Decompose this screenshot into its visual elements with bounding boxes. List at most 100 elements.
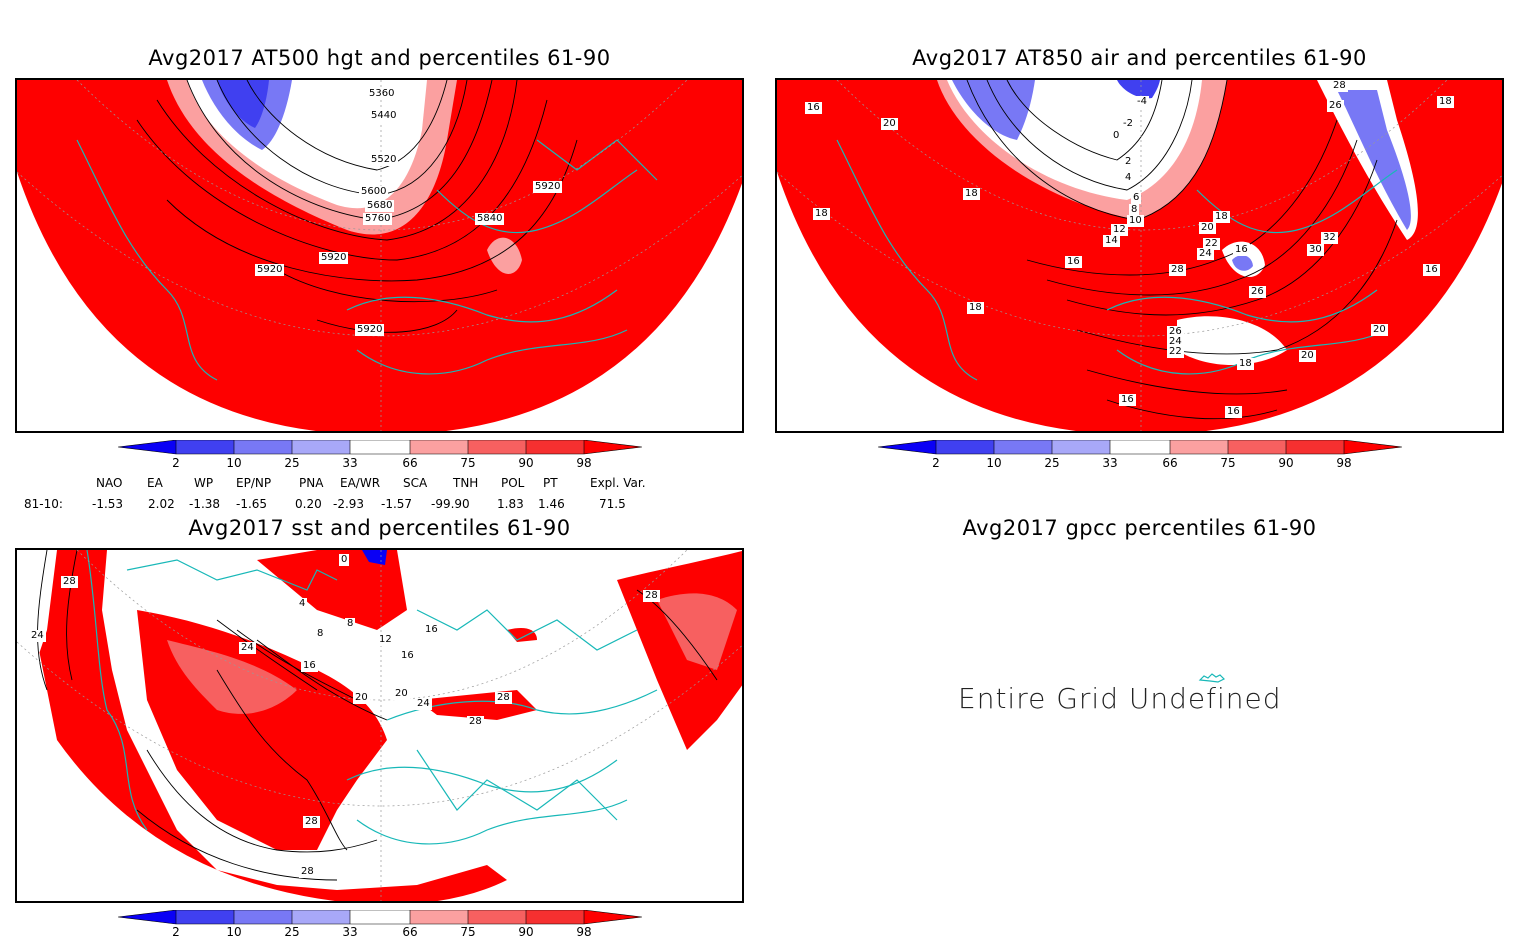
air-contour-label: 16 <box>805 102 822 114</box>
map-air-grid <box>777 80 1502 431</box>
index-header: PT <box>543 476 558 490</box>
air-contour-label: -4 <box>1135 96 1149 108</box>
air-contour-label: 18 <box>1437 96 1454 108</box>
hgt-contour-label: 5920 <box>533 181 563 193</box>
air-contour-label: 30 <box>1307 244 1324 256</box>
air-contour-label: 18 <box>963 188 980 200</box>
sst-contour-label: 24 <box>415 698 432 710</box>
air-contour-label: -2 <box>1121 118 1135 130</box>
map-sst-contours <box>37 550 718 881</box>
sst-contour-label: 16 <box>423 624 440 636</box>
air-contour-label: 16 <box>1423 264 1440 276</box>
colorbar-label: 2 <box>172 925 180 939</box>
colorbar-label: 90 <box>518 925 534 939</box>
colorbar-top-right: 2 10 25 33 66 75 90 98 <box>877 439 1403 480</box>
air-contour-label: 24 <box>1197 248 1214 260</box>
index-header: TNH <box>453 476 479 490</box>
air-contour-label: 16 <box>1233 244 1250 256</box>
colorbar-label: 66 <box>402 925 418 939</box>
index-header: POL <box>501 476 525 490</box>
air-contour-label: 24 <box>1167 336 1184 348</box>
air-contour-label: 18 <box>1213 211 1230 223</box>
air-contour-label: 26 <box>1327 100 1344 112</box>
index-value: 1.83 <box>497 497 524 511</box>
air-contour-label: 20 <box>1299 350 1316 362</box>
air-contour-label: 22 <box>1203 238 1220 250</box>
map-hgt-svg <box>17 80 742 431</box>
colorbar-label: 10 <box>986 456 1002 470</box>
colorbar-label: 10 <box>226 925 242 939</box>
sst-contour-label: 12 <box>377 634 394 646</box>
map-hgt-grid <box>17 80 742 431</box>
gpcc-undefined-message: Entire Grid Undefined <box>958 682 1282 715</box>
sst-contour-label: 4 <box>297 598 308 610</box>
hgt-contour-label: 5360 <box>367 88 397 100</box>
hgt-contour-label: 5440 <box>369 110 399 122</box>
colorbar-label: 25 <box>284 456 300 470</box>
map-hgt-warm-patch <box>487 237 522 274</box>
index-header: NAO <box>96 476 123 490</box>
map-sst-svg <box>17 550 742 901</box>
sst-contour-label: 20 <box>353 692 370 704</box>
air-contour-label: 28 <box>1331 80 1348 92</box>
colorbar-label: 33 <box>1102 456 1118 470</box>
air-contour-label: 18 <box>813 208 830 220</box>
colorbar-label: 98 <box>1336 456 1352 470</box>
sst-field-east <box>617 551 742 750</box>
air-contour-label: 26 <box>1249 286 1266 298</box>
sst-contour-label: 28 <box>495 692 512 704</box>
sst-contour-label: 28 <box>61 576 78 588</box>
index-header: EA <box>147 476 163 490</box>
index-value: 1.46 <box>538 497 565 511</box>
hgt-contour-label: 5680 <box>365 200 395 212</box>
sst-contour-label: 24 <box>239 642 256 654</box>
air-contour-label: 22 <box>1167 346 1184 358</box>
sst-contour-label: 28 <box>299 866 316 878</box>
air-contour-label: 6 <box>1131 192 1142 204</box>
hgt-contour-label: 5600 <box>359 186 389 198</box>
map-hgt-cold-core <box>217 80 269 128</box>
sst-contour-label: 20 <box>393 688 410 700</box>
panel-title-sst: Avg2017 sst and percentiles 61-90 <box>188 516 571 540</box>
air-contour-label: 20 <box>1371 324 1388 336</box>
air-contour-label: 28 <box>1169 264 1186 276</box>
hgt-contour-label: 5920 <box>255 264 285 276</box>
colorbar-label: 90 <box>518 456 534 470</box>
colorbar-label: 98 <box>576 925 592 939</box>
sst-contour-label: 24 <box>29 630 46 642</box>
index-value: -2.93 <box>333 497 365 511</box>
index-header: SCA <box>403 476 428 490</box>
panel-title-hgt: Avg2017 AT500 hgt and percentiles 61-90 <box>148 46 611 70</box>
air-contour-label: 2 <box>1123 156 1134 168</box>
map-air-cold-core <box>1117 80 1160 99</box>
sst-contour-label: 8 <box>315 628 326 640</box>
index-header: Expl. Var. <box>590 476 646 490</box>
index-value: 71.5 <box>599 497 626 511</box>
index-value: 0.20 <box>295 497 322 511</box>
air-contour-label: 18 <box>1237 358 1254 370</box>
index-header: EP/NP <box>236 476 272 490</box>
air-contour-label: 14 <box>1103 235 1120 247</box>
air-contour-label: 8 <box>1129 204 1140 216</box>
colorbar-label: 25 <box>1044 456 1060 470</box>
air-contour-label: 32 <box>1321 232 1338 244</box>
sst-field-atlantic <box>27 550 507 901</box>
air-contour-label: 16 <box>1119 394 1136 406</box>
colorbar-label: 66 <box>1162 456 1178 470</box>
colorbar-label: 2 <box>172 456 180 470</box>
colorbar-label: 75 <box>460 925 476 939</box>
sst-warm-east <box>657 593 737 670</box>
index-value: -1.38 <box>189 497 221 511</box>
panel-title-air: Avg2017 AT850 air and percentiles 61-90 <box>912 46 1367 70</box>
air-contour-label: 16 <box>1225 406 1242 418</box>
colorbar-label: 33 <box>342 456 358 470</box>
air-contour-label: 10 <box>1127 215 1144 227</box>
hgt-contour-label: 5920 <box>319 252 349 264</box>
colorbar-label: 33 <box>342 925 358 939</box>
sst-contour-label: 0 <box>339 554 350 566</box>
air-contour-label: 12 <box>1111 224 1128 236</box>
air-contour-label: 18 <box>967 302 984 314</box>
colorbar-label: 90 <box>1278 456 1294 470</box>
map-air-neutral-south <box>1177 316 1287 365</box>
map-hgt-field <box>17 80 742 431</box>
